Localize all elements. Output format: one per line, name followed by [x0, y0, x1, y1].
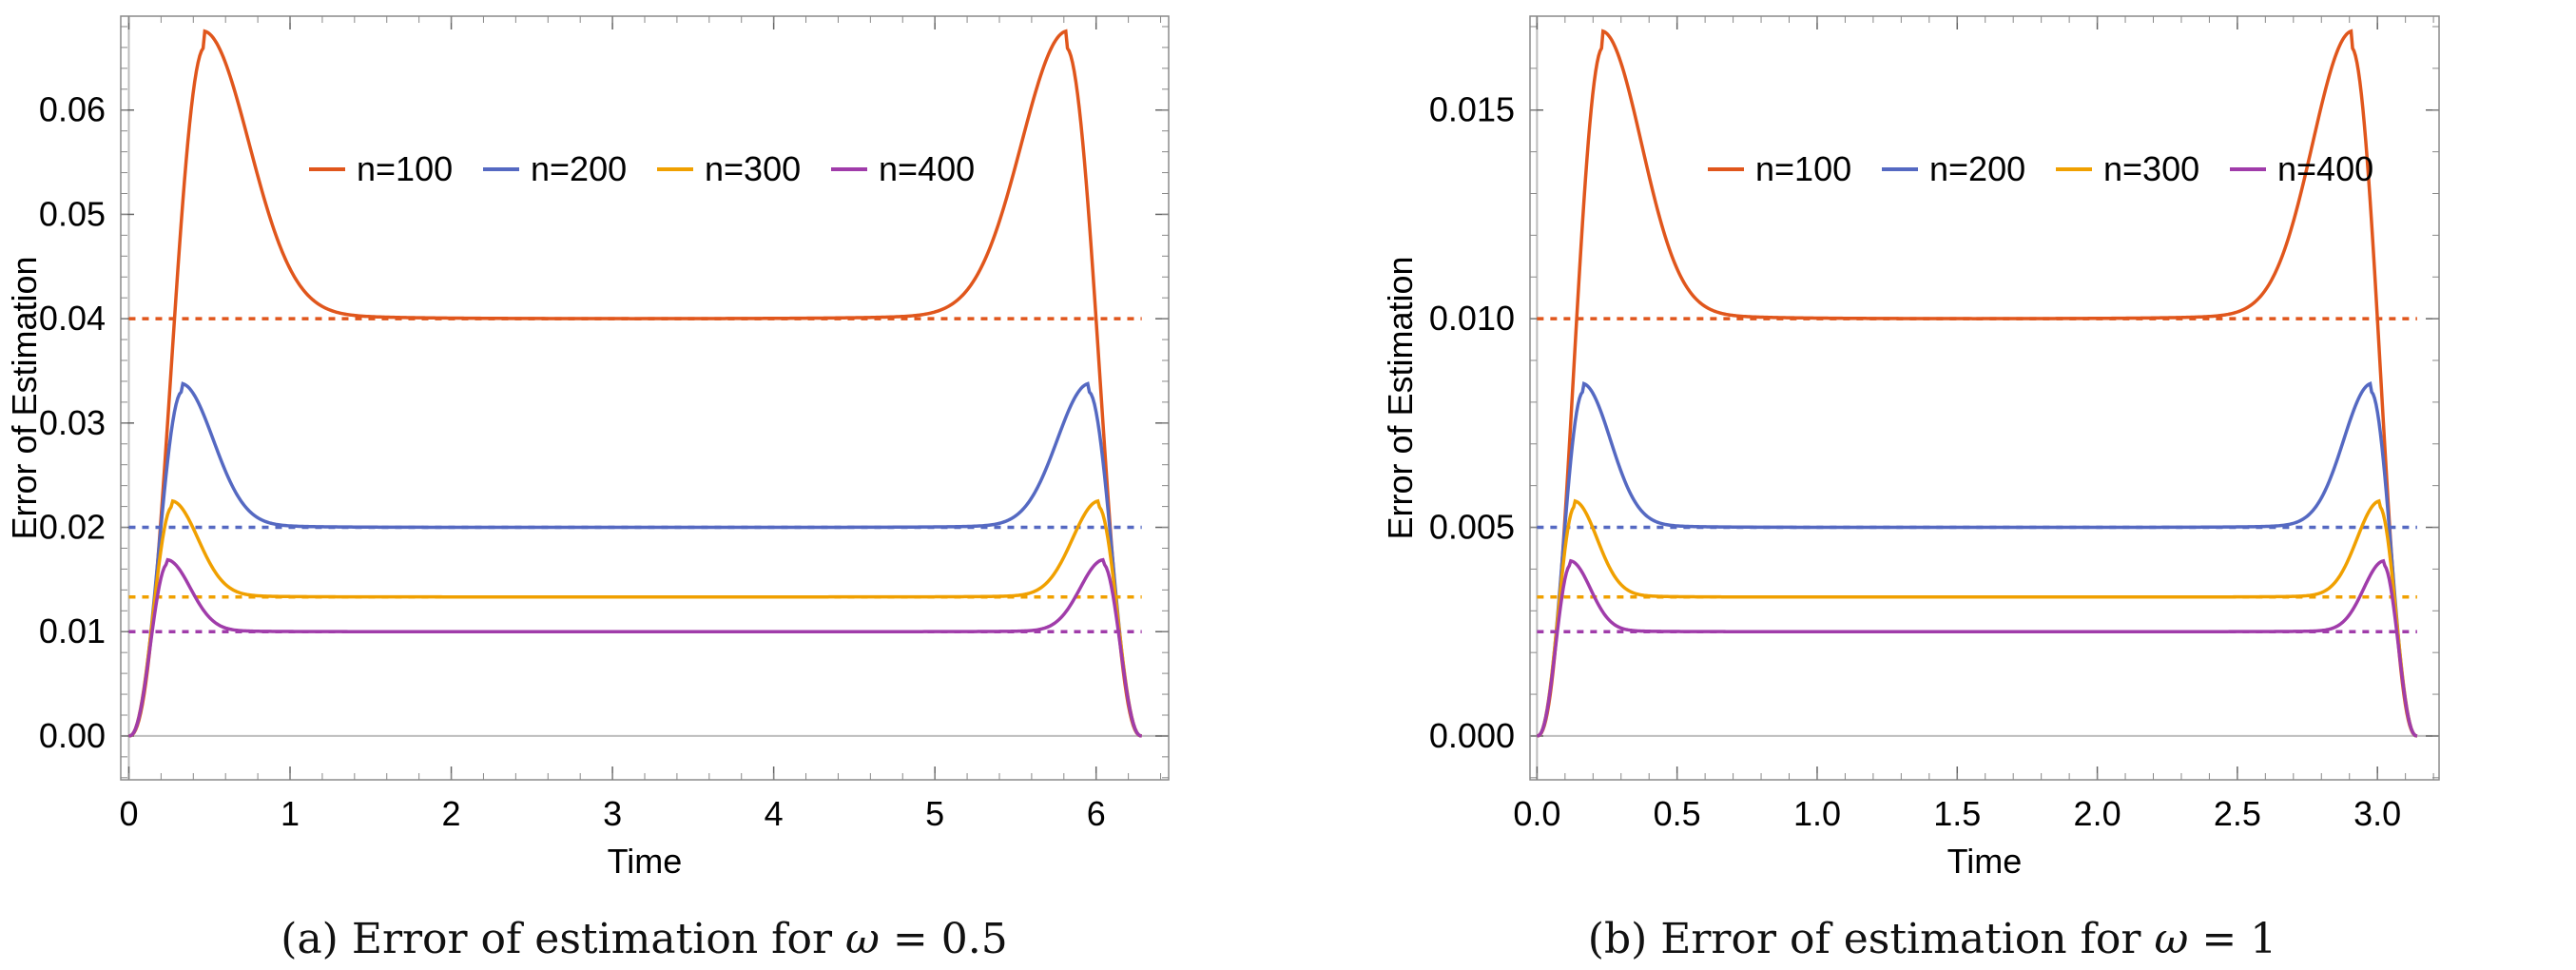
x-tick-label-b: 0.0	[1513, 794, 1560, 833]
legend-label-a-1: n=200	[531, 149, 627, 188]
chart-panel-a: 0.00 0.01 0.02 0.03 0.04 0.05 0.06 0 1 2 3 4 5 6 Time E…	[0, 15, 1288, 963]
legend-label-b-3: n=400	[2277, 149, 2373, 188]
series-line-a-2	[128, 498, 1142, 738]
x-axis-title-b: Time	[1947, 842, 2023, 881]
plot-frame-b	[1529, 15, 2440, 781]
series-line-a-0	[128, 29, 1142, 738]
y-tick-label-b: 0.010	[1429, 299, 1515, 338]
x-tick-label-a: 0	[119, 794, 138, 833]
series-line-b-0	[1537, 29, 2418, 738]
x-tick-label-a: 4	[765, 794, 784, 833]
legend-label-a-2: n=300	[705, 149, 801, 188]
chart-panel-b: 0.000 0.005 0.010 0.015 0.0 0.5 1.0 1.5 2.0 2.5 3.…	[1288, 0, 2576, 970]
caption-a-suffix: = 0.5	[892, 915, 1008, 963]
caption-a-symbol: ω	[845, 915, 880, 963]
legend-label-a-3: n=400	[879, 149, 975, 188]
x-tick-label-b: 3.0	[2353, 794, 2401, 833]
y-tick-label-a: 0.01	[39, 611, 106, 650]
caption-a-prefix: (a) Error of estimation for	[281, 915, 832, 963]
x-axis-title-a: Time	[608, 842, 683, 881]
chart-a-svg: 0.00 0.01 0.02 0.03 0.04 0.05 0.06 0 1 2 3 4 5 6 Time E…	[5, 15, 1170, 881]
legend-label-b-1: n=200	[1929, 149, 2025, 188]
caption-b-suffix: = 1	[2201, 915, 2277, 963]
y-tick-label-b: 0.000	[1429, 716, 1515, 755]
x-tick-label-b: 0.5	[1654, 794, 1701, 833]
y-tick-label-a: 0.06	[39, 90, 106, 129]
x-tick-label-b: 1.0	[1793, 794, 1841, 833]
series-line-a-1	[128, 381, 1142, 738]
x-tick-label-a: 3	[603, 794, 622, 833]
caption-a: (a) Error of estimation for ω = 0.5	[0, 915, 1288, 963]
series-line-b-3	[1537, 558, 2418, 738]
x-tick-label-b: 1.5	[1933, 794, 1981, 833]
caption-b-symbol: ω	[2154, 915, 2189, 963]
x-tick-label-b: 2.5	[2214, 794, 2261, 833]
y-tick-label-a: 0.02	[39, 508, 106, 547]
x-tick-label-a: 6	[1087, 794, 1106, 833]
y-tick-label-b: 0.005	[1429, 508, 1515, 547]
y-axis-title-b: Error of Estimation	[1381, 256, 1420, 539]
y-tick-label-a: 0.04	[39, 299, 106, 338]
x-tick-label-a: 5	[925, 794, 944, 833]
y-axis-title-a: Error of Estimation	[5, 256, 44, 539]
x-tick-label-a: 2	[442, 794, 461, 833]
x-tick-label-b: 2.0	[2074, 794, 2121, 833]
legend-label-b-0: n=100	[1755, 149, 1851, 188]
caption-b: (b) Error of estimation for ω = 1	[1288, 915, 2576, 963]
y-tick-label-a: 0.05	[39, 194, 106, 233]
y-tick-label-b: 0.015	[1429, 90, 1515, 129]
x-tick-label-a: 1	[281, 794, 300, 833]
chart-b-svg: 0.000 0.005 0.010 0.015 0.0 0.5 1.0 1.5 2.0 2.5 3.…	[1381, 15, 2440, 881]
y-tick-label-a: 0.00	[39, 716, 106, 755]
legend-label-a-0: n=100	[357, 149, 453, 188]
y-tick-label-a: 0.03	[39, 403, 106, 442]
series-line-a-3	[128, 557, 1142, 738]
series-line-b-2	[1537, 498, 2418, 738]
caption-b-prefix: (b) Error of estimation for	[1587, 915, 2141, 963]
plot-frame-a	[120, 15, 1170, 781]
series-line-b-1	[1537, 381, 2418, 738]
legend-label-b-2: n=300	[2103, 149, 2199, 188]
